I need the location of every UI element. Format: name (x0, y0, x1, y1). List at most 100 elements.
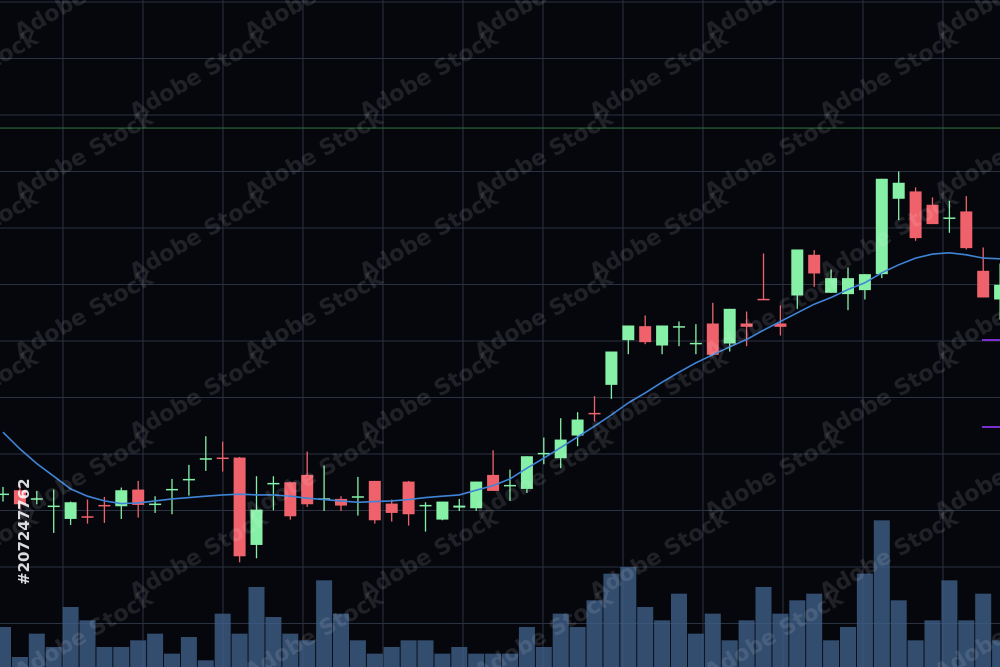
volume-bar (485, 653, 502, 667)
volume-bars (0, 520, 1000, 667)
volume-bar (738, 620, 755, 667)
candle-body (30, 498, 43, 500)
volume-bar (823, 640, 840, 667)
candle-body (250, 509, 263, 545)
candle-body (723, 308, 736, 344)
volume-bar (856, 573, 873, 667)
volume-bar (282, 633, 299, 667)
volume-bar (975, 593, 992, 667)
candle-body (622, 325, 635, 341)
volume-bar (113, 647, 130, 667)
watermark-text: Adobe Stock (126, 185, 274, 285)
volume-bar (535, 647, 552, 667)
volume-bar (434, 653, 451, 667)
candle-body (673, 326, 685, 328)
watermark-text: Adobe Stock (701, 265, 849, 365)
candle-body (267, 482, 280, 485)
candle-body (504, 484, 516, 487)
volume-bar (400, 640, 417, 667)
moving-average-line (2, 251, 1000, 505)
candle-body (301, 474, 314, 505)
watermark-text: Adobe Stock (586, 505, 734, 605)
volume-bar (349, 640, 366, 667)
candle-body (554, 439, 567, 459)
candle-body (98, 504, 111, 507)
volume-bar (28, 633, 45, 667)
volume-bar (671, 593, 687, 667)
volume-bar (164, 653, 180, 667)
candle-body (571, 419, 584, 436)
volume-bar (873, 520, 890, 667)
volume-bar (197, 660, 214, 667)
watermark-text: Adobe Stock (816, 25, 964, 125)
watermark-text: Adobe Stock (0, 345, 44, 445)
candle-body (740, 323, 753, 327)
watermark-text: Adobe Stock (126, 25, 274, 125)
volume-bar (721, 640, 738, 667)
candle-body (216, 457, 229, 460)
candle-body (960, 211, 973, 249)
price-markers (982, 339, 1000, 428)
volume-bar (704, 613, 721, 667)
watermark-text: Adobe Stock (471, 265, 619, 365)
candle-body (81, 516, 94, 518)
volume-bar (654, 620, 671, 667)
volume-bar (890, 600, 907, 667)
volume-bar (620, 567, 637, 667)
volume-bar (147, 633, 164, 667)
volume-bar (789, 600, 806, 667)
volume-bar (518, 627, 535, 667)
candle-body (453, 505, 466, 508)
watermark-text: Adobe Stock (0, 25, 44, 125)
candle-body (520, 456, 533, 489)
moving-average (2, 251, 1000, 505)
volume-bar (79, 620, 96, 667)
candle-body (909, 191, 922, 239)
candle-body (537, 452, 550, 455)
volume-bar (992, 640, 1000, 667)
watermark-text: Adobe Stock (816, 345, 964, 445)
watermark-text: Adobe Stock (241, 265, 389, 365)
volume-bar (958, 620, 975, 667)
volume-bar (231, 633, 248, 667)
candle-body (892, 182, 905, 199)
volume-bar (265, 617, 282, 667)
candle-body (13, 490, 26, 505)
candle-body (639, 326, 652, 343)
candle-body (166, 488, 178, 491)
candle-body (385, 503, 398, 513)
volume-bar (924, 620, 941, 667)
watermark-text: Adobe Stock (0, 185, 44, 285)
candle-body (351, 496, 364, 498)
watermark-text: Adobe Stock (11, 265, 159, 365)
volume-bar (586, 600, 603, 667)
candles (0, 171, 1000, 563)
candle-body (402, 481, 415, 515)
volume-bar (333, 613, 349, 667)
candle-body (875, 178, 888, 275)
volume-bar (552, 613, 569, 667)
watermark-text: Adobe Stock (356, 25, 504, 125)
candle-body (774, 323, 787, 327)
watermark-text: Adobe Stock (11, 105, 159, 205)
candle-body (149, 503, 162, 506)
watermark-text: Adobe Stock (241, 105, 389, 205)
candle-body (943, 217, 956, 219)
watermark-text: Adobe Stock (471, 105, 619, 205)
watermark-text: Adobe Stock (701, 105, 849, 205)
volume-bar (248, 587, 265, 667)
volume-bar (907, 640, 924, 667)
candle-body (419, 504, 432, 507)
candle-body (689, 342, 702, 345)
volume-bar (0, 627, 11, 667)
candle-body (64, 502, 77, 519)
volume-bar (772, 613, 789, 667)
volume-bar (96, 647, 113, 667)
candle-body (470, 481, 483, 509)
candle-body (284, 482, 297, 517)
candle-body (825, 278, 838, 293)
candle-body (132, 489, 145, 505)
volume-bar (316, 580, 333, 667)
watermark-text: Adobe Stock (126, 345, 274, 445)
candle-body (588, 412, 601, 415)
